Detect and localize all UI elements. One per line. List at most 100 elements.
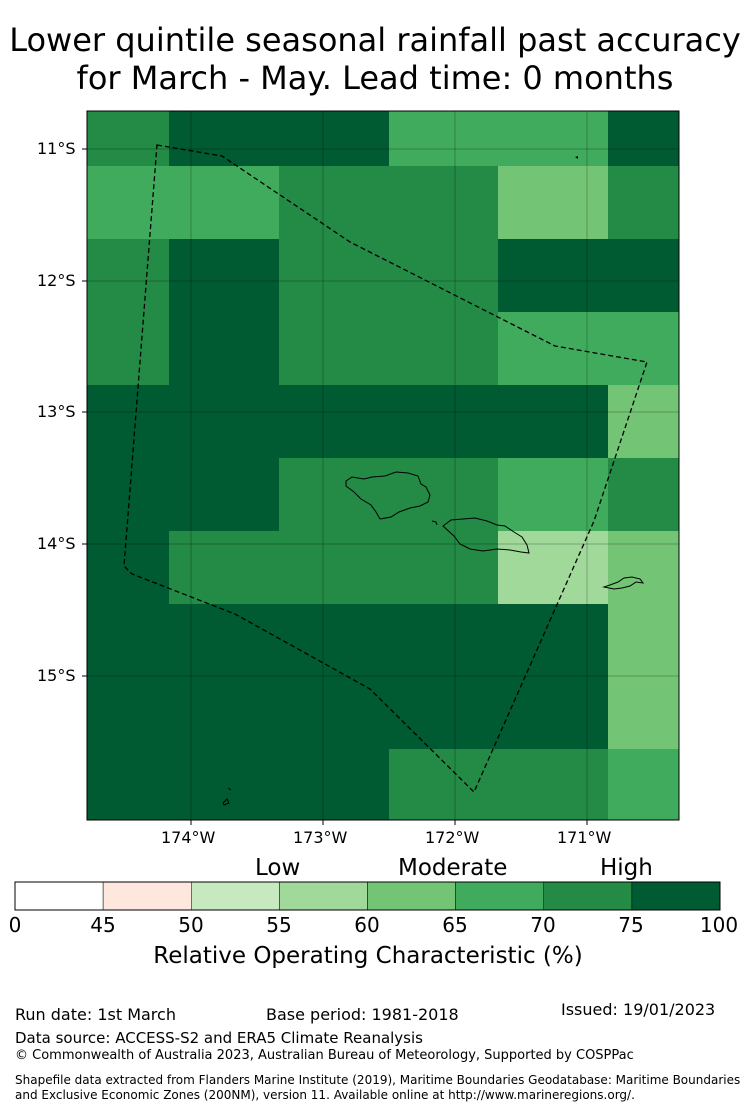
savaii-island	[345, 471, 431, 520]
grid-cell	[389, 166, 498, 239]
base-period: Base period: 1981-2018	[266, 1005, 459, 1024]
grid-cell	[87, 749, 169, 820]
grid-cell	[279, 166, 389, 239]
grid-cell	[87, 111, 169, 166]
map-ticks	[82, 148, 588, 825]
grid-cell	[608, 676, 679, 749]
colorbar-swatch	[279, 881, 368, 911]
shapefile-credit-1: Shapefile data extracted from Flanders M…	[15, 1073, 741, 1087]
grid-cell	[608, 166, 679, 239]
grid-cell	[279, 458, 389, 531]
grid-cell	[279, 385, 389, 458]
grid-cell	[279, 749, 389, 820]
small-island	[222, 787, 232, 806]
grid-cell	[87, 458, 169, 531]
grid-cell	[498, 458, 608, 531]
shapefile-credit-2: and Exclusive Economic Zones (200NM), ve…	[15, 1088, 635, 1102]
tutuila-island	[602, 576, 645, 590]
grid-cell	[169, 458, 279, 531]
grid-cell	[608, 604, 679, 676]
title-line-2: for March - May. Lead time: 0 months	[76, 59, 674, 97]
grid-cell	[389, 239, 498, 312]
grid-cell	[87, 312, 169, 385]
grid-cell	[279, 111, 389, 166]
lat-label: 14°S	[37, 534, 76, 553]
upolu-island	[442, 517, 530, 554]
grid-cell	[169, 531, 279, 604]
grid-cell	[169, 749, 279, 820]
colorbar-tick: 55	[266, 913, 292, 937]
colorbar-tick: 100	[699, 913, 739, 937]
grid-cell	[498, 166, 608, 239]
issued-date: Issued: 19/01/2023	[561, 1000, 716, 1019]
lon-label: 173°W	[293, 828, 348, 847]
grid-cell	[498, 111, 608, 166]
category-moderate: Moderate	[398, 855, 508, 881]
grid-cell	[279, 604, 389, 676]
category-high: High	[600, 855, 653, 881]
grid-cell	[608, 458, 679, 531]
grid-cell	[87, 166, 169, 239]
colorbar-swatch	[455, 881, 544, 911]
colorbar-swatch	[14, 881, 104, 911]
grid-cell	[608, 111, 679, 166]
grid-cell	[498, 312, 608, 385]
colorbar-swatch	[102, 881, 192, 911]
copyright: © Commonwealth of Australia 2023, Austra…	[15, 1048, 634, 1063]
grid-cell	[608, 239, 679, 312]
lat-label: 13°S	[37, 402, 76, 421]
colorbar-tick: 45	[90, 913, 116, 937]
lon-label: 172°W	[425, 828, 480, 847]
lat-label: 12°S	[37, 271, 76, 290]
grid-cell	[389, 749, 498, 820]
colorbar-tick: 50	[178, 913, 204, 937]
colorbar-tick: 75	[618, 913, 644, 937]
grid-cell	[389, 604, 498, 676]
grid-cell	[608, 385, 679, 458]
grid-cell	[169, 604, 279, 676]
category-low: Low	[255, 855, 301, 881]
lon-label: 171°W	[557, 828, 612, 847]
grid-cell	[87, 676, 169, 749]
grid-cell	[608, 531, 679, 604]
grid-cell	[498, 749, 608, 820]
colorbar-swatch	[191, 881, 280, 911]
grid-cell	[279, 239, 389, 312]
grid-cell	[498, 385, 608, 458]
colorbar-title: Relative Operating Characteristic (%)	[153, 943, 583, 969]
rose-atoll	[575, 156, 578, 159]
grid-cell	[279, 312, 389, 385]
lon-label: 174°W	[161, 828, 216, 847]
grid-cell	[169, 312, 279, 385]
grid-cell	[87, 604, 169, 676]
colorbar-swatch	[367, 881, 456, 911]
colorbar	[14, 881, 721, 911]
grid-cell	[498, 239, 608, 312]
grid-cell	[389, 531, 498, 604]
grid-cell	[169, 676, 279, 749]
eez-boundary	[123, 144, 648, 794]
grid-cell	[389, 676, 498, 749]
grid-cell	[169, 385, 279, 458]
grid-cell	[389, 385, 498, 458]
title-line-1: Lower quintile seasonal rainfall past ac…	[9, 21, 741, 59]
colorbar-tick: 60	[354, 913, 380, 937]
grid-cell	[389, 312, 498, 385]
grid-cell	[169, 239, 279, 312]
colorbar-tick: 70	[530, 913, 556, 937]
grid-cell	[498, 604, 608, 676]
grid-cell	[169, 166, 279, 239]
grid-cell	[498, 676, 608, 749]
grid-cell	[608, 749, 679, 820]
colorbar-swatch	[543, 881, 633, 911]
grid-cell	[87, 385, 169, 458]
grid-cell	[498, 531, 608, 604]
lat-label: 11°S	[37, 139, 76, 158]
grid-cell	[279, 531, 389, 604]
grid-cell	[389, 111, 498, 166]
grid-cell	[87, 239, 169, 312]
manono-island	[431, 520, 438, 526]
lat-label: 15°S	[37, 666, 76, 685]
accuracy-grid	[87, 111, 679, 820]
